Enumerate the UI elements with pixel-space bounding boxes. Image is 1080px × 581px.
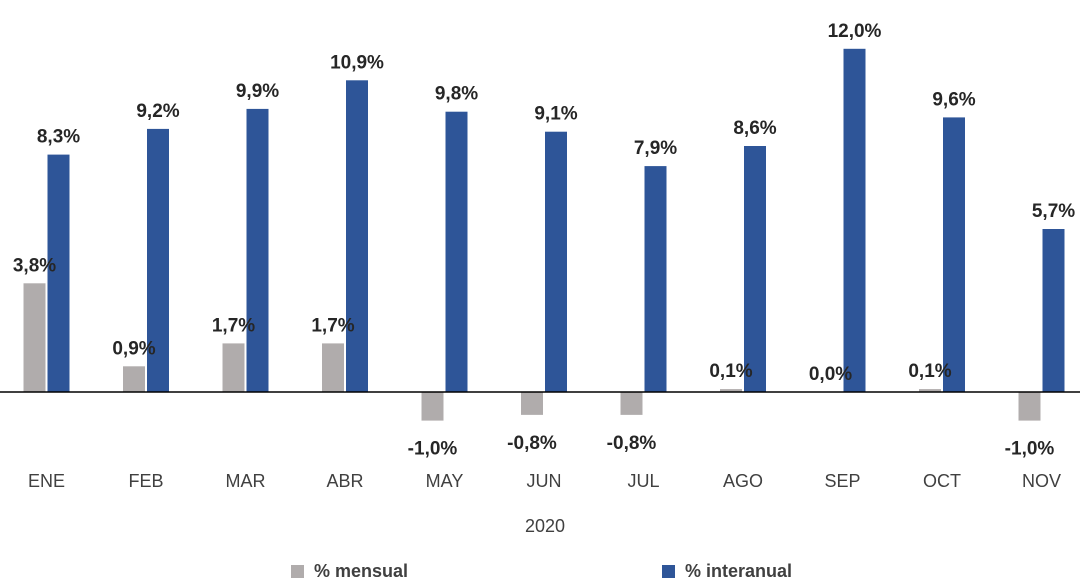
bar-interanual-feb [147, 128, 169, 393]
bar-interanual-sep [843, 48, 866, 393]
legend-swatch-mensual [291, 565, 304, 578]
x-tick-jul: JUL [627, 471, 659, 491]
bar-mensual-ene [23, 283, 46, 392]
value-label-interanual-oct: 9,6% [932, 89, 975, 110]
value-label-interanual-jul: 7,9% [634, 138, 677, 159]
value-label-interanual-abr: 10,9% [330, 52, 384, 73]
bar-interanual-nov [1042, 229, 1065, 393]
x-tick-nov: NOV [1022, 471, 1061, 491]
x-tick-ago: AGO [723, 471, 763, 491]
value-label-interanual-sep: 12,0% [828, 21, 882, 42]
x-tick-ene: ENE [28, 471, 65, 491]
legend: % mensual % interanual [0, 561, 1080, 581]
bar-mensual-abr [322, 343, 344, 393]
x-tick-oct: OCT [923, 471, 961, 491]
value-label-interanual-feb: 9,2% [136, 101, 179, 122]
x-tick-labels: ENE FEB MAR ABR MAY JUN JUL AGO SEP OCT NOV [28, 471, 1061, 491]
bar-interanual-jul [644, 166, 667, 393]
bar-interanual-ago [744, 146, 766, 392]
value-label-mensual-feb: 0,9% [112, 338, 155, 359]
bar-interanual-abr [346, 80, 368, 393]
value-label-mensual-may: -1,0% [408, 439, 458, 460]
bar-interanual-oct [943, 117, 965, 392]
value-label-interanual-may: 9,8% [435, 84, 478, 105]
bar-mensual-nov [1018, 392, 1041, 421]
bars-layer [23, 48, 1065, 421]
value-label-interanual-ene: 8,3% [37, 127, 80, 148]
value-label-mensual-jul: -0,8% [607, 433, 657, 454]
value-label-mensual-nov: -1,0% [1005, 439, 1055, 460]
bar-mensual-oct [919, 389, 941, 392]
value-label-interanual-jun: 9,1% [534, 104, 577, 125]
value-label-mensual-abr: 1,7% [311, 315, 354, 336]
x-tick-feb: FEB [128, 471, 163, 491]
bar-interanual-mar [246, 108, 269, 393]
value-labels-layer: 3,8% 8,3% 0,9% 9,2% 1,7% 9,9% 1,7% 10,9% -1,0% 9,… [13, 21, 1075, 460]
bar-mensual-feb [123, 366, 145, 393]
chart: 3,8% 8,3% 0,9% 9,2% 1,7% 9,9% 1,7% 10,9% -1,0% 9,… [0, 21, 1080, 536]
value-label-mensual-mar: 1,7% [212, 315, 255, 336]
value-label-mensual-oct: 0,1% [908, 361, 951, 382]
bar-mensual-ago [720, 389, 742, 392]
bar-interanual-ene [47, 154, 70, 392]
x-tick-mar: MAR [226, 471, 266, 491]
legend-label-mensual: % mensual [314, 561, 409, 581]
legend-item-mensual: % mensual [291, 561, 409, 581]
bar-mensual-may [421, 392, 444, 421]
x-tick-may: MAY [426, 471, 464, 491]
bar-mensual-jul [620, 392, 643, 415]
value-label-mensual-jun: -0,8% [507, 433, 557, 454]
bar-mensual-mar [222, 343, 245, 393]
x-tick-jun: JUN [527, 471, 562, 491]
value-label-mensual-ene: 3,8% [13, 255, 56, 276]
bar-interanual-jun [545, 131, 567, 392]
value-label-interanual-ago: 8,6% [733, 118, 776, 139]
legend-label-interanual: % interanual [685, 561, 793, 581]
bar-interanual-may [445, 111, 468, 392]
value-label-mensual-sep: 0,0% [809, 364, 852, 385]
bar-mensual-jun [521, 392, 543, 415]
x-axis-title: 2020 [525, 516, 565, 536]
value-label-interanual-mar: 9,9% [236, 81, 279, 102]
x-tick-sep: SEP [824, 471, 860, 491]
legend-swatch-interanual [662, 565, 675, 578]
value-label-interanual-nov: 5,7% [1032, 201, 1075, 222]
x-tick-abr: ABR [326, 471, 363, 491]
value-label-mensual-ago: 0,1% [709, 361, 752, 382]
legend-item-interanual: % interanual [662, 561, 793, 581]
